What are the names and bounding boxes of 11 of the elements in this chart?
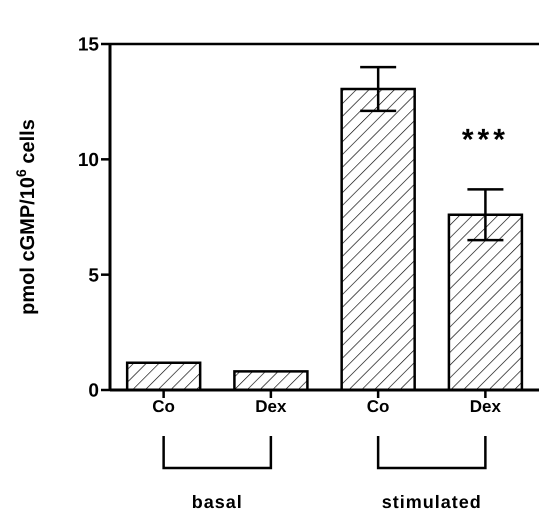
x-tick-label: Co: [152, 397, 175, 416]
x-tick-label: Dex: [255, 397, 288, 416]
y-tick-label: 15: [78, 34, 100, 56]
text: stimulated: [382, 492, 482, 512]
y-tick-label: 0: [88, 380, 99, 402]
x-tick-label: Dex: [470, 397, 502, 416]
text: basal: [192, 492, 243, 512]
y-tick-label: 5: [88, 265, 100, 286]
annotation: ***: [462, 123, 509, 156]
x-tick-label: Co: [366, 397, 390, 416]
y-tick-label: 10: [78, 150, 99, 172]
